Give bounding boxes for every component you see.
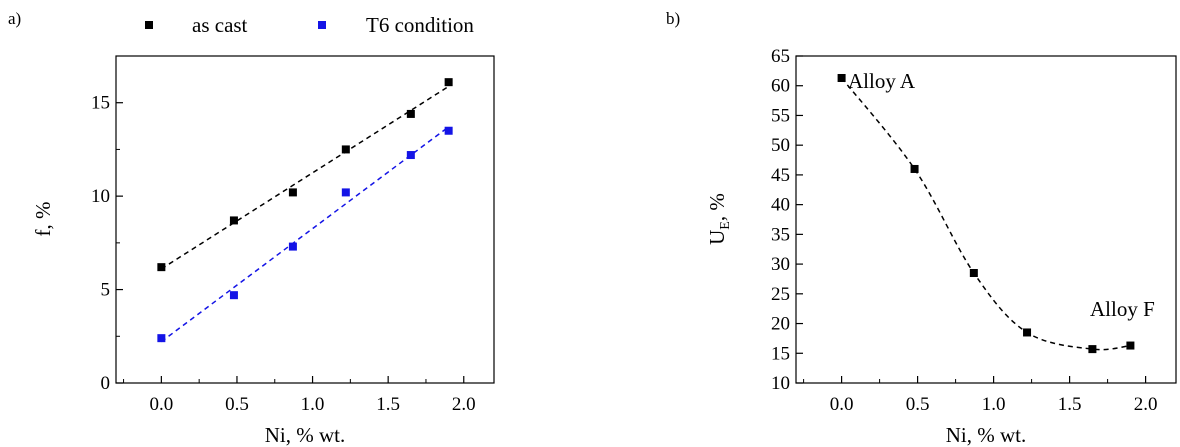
panel-label-a: a) <box>8 9 21 28</box>
points-b <box>837 73 1135 354</box>
legend-marker-as-cast <box>145 21 153 29</box>
x-tick-label-b-1: 0.5 <box>906 394 930 415</box>
trendline-b-0 <box>841 77 1131 351</box>
legend-a: as cast T6 condition <box>145 13 474 37</box>
x-tick-label-a-1: 0.5 <box>225 394 249 415</box>
x-tick-label-b-3: 1.5 <box>1058 394 1082 415</box>
trendline-a-0 <box>160 85 450 270</box>
y-tick-label-a-0: 0 <box>101 373 111 394</box>
data-point-b-0-3 <box>1023 328 1032 337</box>
y-tick-label-b-3: 25 <box>771 284 790 305</box>
annotation-alloy-f: Alloy F <box>1090 297 1155 321</box>
x-tick-label-a-2: 1.0 <box>301 394 325 415</box>
y-tick-label-b-6: 40 <box>771 195 790 216</box>
y-tick-label-b-0: 10 <box>771 373 790 394</box>
y-axis-label-a: f, % <box>31 202 55 237</box>
data-point-a-1-2 <box>288 242 297 251</box>
y-tick-label-b-10: 60 <box>771 76 790 97</box>
data-point-b-0-1 <box>910 164 919 173</box>
data-point-a-1-0 <box>157 334 166 343</box>
trendline-a-1 <box>160 126 450 343</box>
panel-label-b: b) <box>666 9 680 28</box>
y-tick-label-a-2: 10 <box>91 186 110 207</box>
data-point-a-1-5 <box>444 126 453 135</box>
data-point-b-0-4 <box>1088 345 1097 354</box>
data-point-b-0-5 <box>1126 341 1135 350</box>
data-point-a-0-0 <box>157 263 166 272</box>
ticks-b: 0.0 0.5 1.0 1.5 2.0 10 15 20 25 30 35 40 45 50 55 60 65 <box>771 46 1157 415</box>
points-a <box>157 78 453 343</box>
plot-frame-b <box>795 55 1177 384</box>
y-axis-label-b-rest: , % <box>705 193 729 221</box>
x-tick-label-a-3: 1.5 <box>376 394 400 415</box>
data-point-b-0-0 <box>837 73 846 82</box>
y-tick-label-a-1: 5 <box>101 280 111 301</box>
x-axis-label-a: Ni, % wt. <box>265 423 346 447</box>
y-tick-label-b-8: 50 <box>771 135 790 156</box>
x-tick-label-b-2: 1.0 <box>982 394 1006 415</box>
annotation-alloy-a: Alloy A <box>848 69 916 93</box>
y-axis-label-b-sub: E <box>718 221 733 230</box>
data-point-a-0-1 <box>229 216 238 225</box>
data-point-a-0-4 <box>406 109 415 118</box>
legend-marker-t6 <box>318 21 326 29</box>
data-point-a-1-1 <box>229 291 238 300</box>
data-point-a-0-5 <box>444 78 453 87</box>
y-axis-label-b-main: U <box>705 230 729 245</box>
x-tick-label-b-0: 0.0 <box>830 394 854 415</box>
data-point-a-0-2 <box>288 188 297 197</box>
x-tick-label-b-4: 2.0 <box>1134 394 1158 415</box>
y-tick-label-b-9: 55 <box>771 105 790 126</box>
y-tick-label-b-5: 35 <box>771 224 790 245</box>
y-tick-label-b-1: 15 <box>771 343 790 364</box>
x-axis-label-b: Ni, % wt. <box>946 423 1027 447</box>
y-tick-label-b-11: 65 <box>771 46 790 67</box>
y-tick-label-a-3: 15 <box>91 93 110 114</box>
y-axis-label-b: UE, % <box>705 193 733 245</box>
x-tick-label-a-0: 0.0 <box>149 394 173 415</box>
data-point-b-0-2 <box>969 269 978 278</box>
data-point-a-0-3 <box>341 145 350 154</box>
y-tick-label-b-7: 45 <box>771 165 790 186</box>
legend-label-t6: T6 condition <box>366 13 474 37</box>
y-tick-label-b-4: 30 <box>771 254 790 275</box>
data-point-a-1-3 <box>341 188 350 197</box>
ticks-a: 0.0 0.5 1.0 1.5 2.0 0 5 10 15 <box>91 93 476 415</box>
x-tick-label-a-4: 2.0 <box>452 394 476 415</box>
legend-label-as-cast: as cast <box>192 13 248 37</box>
trendlines-b <box>841 77 1131 351</box>
plot-frame-a <box>115 55 495 384</box>
y-tick-label-b-2: 20 <box>771 314 790 335</box>
data-point-a-1-4 <box>406 151 415 160</box>
trendlines-a <box>160 85 450 343</box>
panel-b: b) 0.0 0.5 1.0 1.5 2.0 10 15 20 25 30 35 40 45 50 55 60… <box>666 9 1177 447</box>
